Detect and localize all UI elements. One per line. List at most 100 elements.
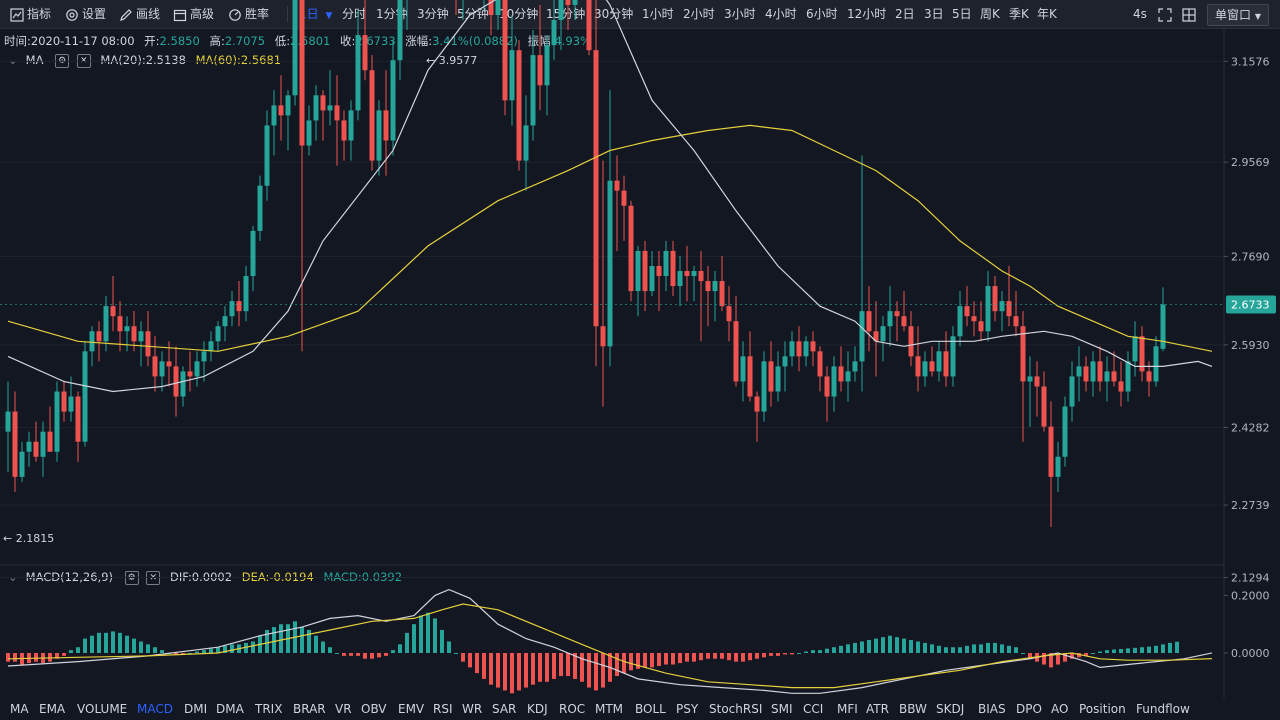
macd-histogram-bar bbox=[895, 637, 899, 653]
refresh-rate[interactable]: 4s bbox=[1133, 7, 1147, 21]
interval-tab[interactable]: 5日 bbox=[952, 7, 972, 21]
settings-button[interactable]: 设置 bbox=[65, 0, 106, 28]
winrate-button[interactable]: 胜率 bbox=[228, 0, 269, 28]
indicator-tab[interactable]: EMA bbox=[39, 702, 66, 716]
candle-body bbox=[278, 105, 284, 116]
indicator-tab[interactable]: DMA bbox=[216, 702, 244, 716]
indicator-tab[interactable]: BOLL bbox=[635, 702, 666, 716]
indicator-tab[interactable]: BBW bbox=[899, 702, 927, 716]
layout-button[interactable] bbox=[1182, 0, 1199, 28]
macd-histogram-bar bbox=[853, 642, 857, 653]
last-price-badge bbox=[1226, 295, 1276, 314]
candle-body bbox=[551, 20, 557, 46]
macd-value: MACD:0.0392 bbox=[323, 570, 403, 584]
high-label: 高: bbox=[209, 34, 225, 48]
interval-tab[interactable]: 周K bbox=[980, 7, 1000, 21]
candle-body bbox=[726, 306, 732, 322]
indicator-tab[interactable]: OBV bbox=[361, 702, 387, 716]
indicator-tab[interactable]: DPO bbox=[1016, 702, 1042, 716]
close-icon[interactable]: ✕ bbox=[76, 53, 91, 68]
candle-body bbox=[936, 351, 942, 372]
indicator-tab[interactable]: EMV bbox=[398, 702, 425, 716]
interval-tab[interactable]: 3小时 bbox=[724, 7, 756, 21]
indicator-tab[interactable]: CCI bbox=[803, 702, 824, 716]
interval-tab[interactable]: 2日 bbox=[895, 7, 915, 21]
indicator-tab[interactable]: ROC bbox=[559, 702, 586, 716]
indicator-tab[interactable]: BRAR bbox=[293, 702, 326, 716]
indicator-tab[interactable]: StochRSI bbox=[709, 702, 763, 716]
time-label: 时间: bbox=[4, 34, 31, 48]
interval-tab[interactable]: 3日 bbox=[924, 7, 944, 21]
interval-tab[interactable]: 年K bbox=[1037, 7, 1057, 21]
interval-tab[interactable]: 分时 bbox=[342, 7, 367, 21]
indicator-tab[interactable]: RSI bbox=[433, 702, 453, 716]
candle-body bbox=[1069, 376, 1075, 407]
indicator-tab[interactable]: AO bbox=[1051, 702, 1069, 716]
indicator-tab[interactable]: BIAS bbox=[978, 702, 1006, 716]
interval-tab[interactable]: 6小时 bbox=[806, 7, 838, 21]
indicator-tab[interactable]: VR bbox=[335, 702, 352, 716]
indicators-button[interactable]: 指标 bbox=[10, 0, 51, 28]
interval-tab[interactable]: 4小时 bbox=[765, 7, 797, 21]
advanced-button[interactable]: 高级 bbox=[173, 0, 214, 28]
candle-body bbox=[1104, 371, 1110, 382]
indicator-tab[interactable]: Fundflow bbox=[1136, 702, 1190, 716]
interval-tab[interactable]: 3分钟 bbox=[417, 7, 449, 21]
macd-histogram-bar bbox=[839, 645, 843, 653]
macd-histogram-bar bbox=[601, 653, 605, 688]
winrate-label: 胜率 bbox=[245, 7, 270, 21]
candle-body bbox=[236, 301, 242, 312]
candle-body bbox=[355, 35, 361, 111]
macd-histogram-bar bbox=[90, 635, 94, 653]
candle-body bbox=[47, 431, 53, 452]
indicator-tab[interactable]: TRIX bbox=[255, 702, 283, 716]
indicator-tab[interactable]: WR bbox=[462, 702, 483, 716]
candle-body bbox=[292, 0, 298, 96]
chart-canvas[interactable]: 3.84503.60073.37183.15762.95692.76902.59… bbox=[0, 0, 1280, 698]
candle-body bbox=[306, 120, 312, 146]
indicator-tab[interactable]: PSY bbox=[676, 702, 699, 716]
candle-body bbox=[1146, 371, 1152, 382]
candle-body bbox=[243, 276, 249, 312]
candle-body bbox=[908, 326, 914, 357]
indicator-tab[interactable]: MA bbox=[10, 702, 29, 716]
indicator-tab-bar: MA EMA VOLUME MACD DMI DMA TRIX BRAR VR OBV EMV RSI… bbox=[0, 698, 1224, 720]
fullscreen-button[interactable] bbox=[1158, 0, 1175, 28]
candle-body bbox=[201, 351, 207, 362]
interval-tab[interactable]: 2小时 bbox=[683, 7, 715, 21]
macd-histogram-bar bbox=[804, 651, 808, 653]
interval-tab[interactable]: 季K bbox=[1009, 7, 1029, 21]
indicator-tab[interactable]: MTM bbox=[595, 702, 624, 716]
candle-body bbox=[264, 125, 270, 186]
last-price-label: 2.6733 bbox=[1231, 299, 1270, 312]
candle-body bbox=[1062, 406, 1068, 457]
collapse-chevron-icon[interactable]: ⌄ bbox=[8, 570, 18, 584]
settings-gear-icon[interactable]: ⚙ bbox=[55, 53, 70, 68]
candle-body bbox=[327, 105, 333, 111]
indicator-tab[interactable]: DMI bbox=[184, 702, 208, 716]
indicator-tab[interactable]: ATR bbox=[866, 702, 889, 716]
indicator-tab[interactable]: SMI bbox=[771, 702, 793, 716]
indicator-tab[interactable]: SKDJ bbox=[936, 702, 965, 716]
draw-button[interactable]: 画线 bbox=[119, 0, 160, 28]
indicator-tab[interactable]: MFI bbox=[837, 702, 858, 716]
indicator-tab[interactable]: VOLUME bbox=[77, 702, 128, 716]
macd-histogram-bar bbox=[1063, 653, 1067, 662]
macd-histogram-bar bbox=[104, 632, 108, 653]
interval-tab[interactable]: 12小时 bbox=[847, 7, 887, 21]
interval-tab[interactable]: 1小时 bbox=[642, 7, 674, 21]
indicator-tab[interactable]: SAR bbox=[492, 702, 517, 716]
interval-tab[interactable]: 10分钟 bbox=[499, 7, 539, 21]
indicator-tab[interactable]: KDJ bbox=[527, 702, 548, 716]
candle-body bbox=[320, 95, 326, 111]
collapse-chevron-icon[interactable]: ⌄ bbox=[8, 53, 18, 67]
indicator-tab[interactable]: Position bbox=[1079, 702, 1126, 716]
window-mode-dropdown[interactable]: 单窗口 ▼ bbox=[1207, 4, 1269, 26]
macd-histogram-bar bbox=[958, 647, 962, 653]
candle-body bbox=[782, 356, 788, 367]
candle-body bbox=[600, 326, 606, 347]
candle-body bbox=[803, 341, 809, 357]
indicator-tab[interactable]: MACD bbox=[137, 702, 173, 716]
macd-histogram-bar bbox=[559, 653, 563, 677]
candle-body bbox=[131, 326, 137, 342]
